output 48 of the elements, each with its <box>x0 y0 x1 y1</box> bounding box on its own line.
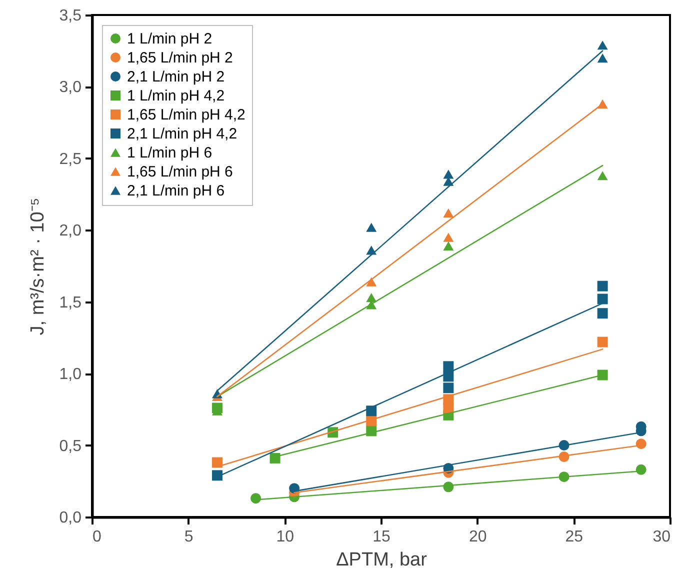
point <box>212 470 222 481</box>
x-tick-label: 25 <box>565 528 584 546</box>
y-tick-label: 2,5 <box>59 150 82 168</box>
point <box>443 382 454 394</box>
legend-label: 1,65 L/min pH 4,2 <box>127 106 246 124</box>
point <box>443 232 454 242</box>
y-tick-label: 3,0 <box>59 79 82 96</box>
point <box>597 53 608 63</box>
legend-label: 1 L/min pH 6 <box>127 144 212 162</box>
point <box>597 308 608 319</box>
x-axis-title: ΔPTM, bar <box>336 550 428 570</box>
x-tick-label: 5 <box>184 528 194 546</box>
y-tick-label: 3,5 <box>59 8 82 24</box>
point <box>366 293 377 302</box>
point <box>597 171 608 180</box>
point <box>597 40 608 50</box>
legend-label: 2,1 L/min pH 6 <box>127 182 225 200</box>
point <box>443 361 454 372</box>
legend-label: 1 L/min pH 2 <box>127 30 212 48</box>
point <box>366 277 377 286</box>
point <box>366 222 377 232</box>
legend-label: 2,1 L/min pH 2 <box>127 68 225 86</box>
legend-label: 1 L/min pH 4,2 <box>127 88 225 104</box>
x-tick-label: 20 <box>468 528 487 546</box>
y-tick-label: 1,5 <box>59 294 82 312</box>
point <box>443 170 454 179</box>
x-tick-label: 10 <box>276 528 294 546</box>
y-tick-label: 1,0 <box>59 366 82 384</box>
y-tick-label: 2,0 <box>59 222 82 240</box>
point <box>270 452 280 464</box>
y-tick-label: 0,0 <box>59 510 82 526</box>
point <box>443 241 454 250</box>
legend-label: 1,65 L/min pH 6 <box>127 164 233 180</box>
legend-label: 1,65 L/min pH 2 <box>127 50 233 66</box>
x-tick-label: 30 <box>652 528 671 546</box>
point <box>597 336 608 348</box>
y-axis-title: J, m³/s·m² · 10⁻⁵ <box>27 198 48 336</box>
point <box>366 246 377 255</box>
x-tick-label: 15 <box>372 528 390 546</box>
point <box>250 493 262 504</box>
point <box>597 280 608 292</box>
point <box>597 294 608 304</box>
point <box>636 438 646 450</box>
x-tick-label: 0 <box>92 528 102 546</box>
y-tick-label: 0,5 <box>59 438 82 455</box>
legend-label: 2,1 L/min pH 4,2 <box>127 126 238 142</box>
point <box>636 464 646 475</box>
point <box>443 208 454 218</box>
